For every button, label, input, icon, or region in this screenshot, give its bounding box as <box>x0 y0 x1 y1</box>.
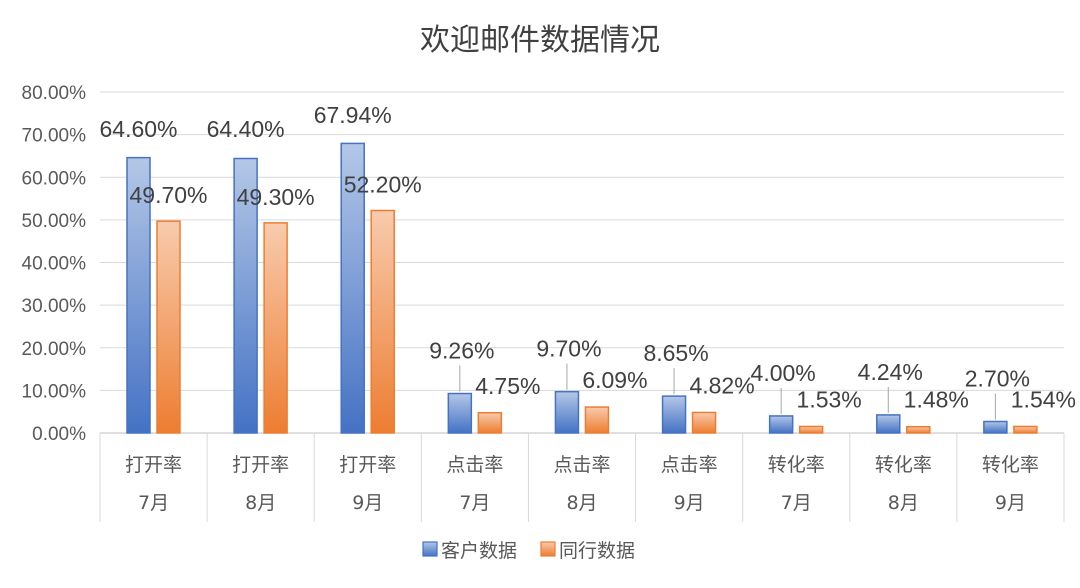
gridlines <box>100 91 1064 434</box>
bar-peer <box>691 411 717 434</box>
bar-client <box>554 390 580 434</box>
category-metric-label: 点击率 <box>446 454 503 476</box>
legend-label-client: 客户数据 <box>441 540 517 562</box>
bar-peer <box>477 412 503 434</box>
bar-peer <box>798 425 824 434</box>
bar-client <box>768 415 794 434</box>
category-month-label: 8月 <box>566 492 597 514</box>
leader-lines <box>459 363 996 420</box>
data-label-client: 4.24% <box>858 359 923 385</box>
y-tick-label: 20.00% <box>22 339 87 360</box>
category-month-label: 8月 <box>888 492 919 514</box>
category-metric-label: 打开率 <box>125 454 182 476</box>
y-axis-ticks: 0.00% 10.00% 20.00% 30.00% 40.00% 50.00% 60.00… <box>22 83 87 445</box>
category-month-label: 7月 <box>781 492 812 514</box>
bar-client <box>876 414 901 434</box>
category-month-label: 7月 <box>138 492 169 514</box>
data-label-client: 9.26% <box>429 338 494 364</box>
category-month-label: 9月 <box>995 492 1026 514</box>
data-label-peer: 6.09% <box>582 367 647 393</box>
category-metric-label: 转化率 <box>875 454 932 476</box>
y-tick-label: 50.00% <box>22 211 87 232</box>
category-month-label: 9月 <box>674 492 705 514</box>
y-tick-label: 60.00% <box>22 168 87 189</box>
data-label-peer: 52.20% <box>344 171 422 197</box>
y-tick-label: 80.00% <box>22 83 87 104</box>
category-metric-label: 转化率 <box>768 454 825 476</box>
y-tick-label: 30.00% <box>22 296 87 317</box>
data-label-client: 64.40% <box>207 116 285 142</box>
bar-client <box>126 156 151 434</box>
data-label-peer: 49.30% <box>237 184 315 210</box>
data-label-peer: 1.48% <box>904 387 969 413</box>
bar-peer <box>370 209 395 434</box>
data-label-client: 67.94% <box>314 102 392 128</box>
bars <box>126 142 1038 434</box>
bar-peer <box>263 222 288 434</box>
y-tick-label: 70.00% <box>22 126 87 147</box>
legend-label-peer: 同行数据 <box>559 540 635 562</box>
category-metric-label: 打开率 <box>232 454 289 476</box>
data-label-client: 8.65% <box>643 340 708 366</box>
y-tick-label: 0.00% <box>32 424 86 445</box>
legend-swatch-peer <box>540 541 556 557</box>
data-label-peer: 4.75% <box>475 373 540 399</box>
bar-client <box>661 395 687 434</box>
data-label-peer: 49.70% <box>129 182 207 208</box>
chart-title: 欢迎邮件数据情况 <box>420 23 660 58</box>
bar-client <box>233 157 258 434</box>
category-metric-label: 打开率 <box>339 454 396 476</box>
category-month-label: 7月 <box>459 492 490 514</box>
category-month-label: 8月 <box>245 492 276 514</box>
y-tick-label: 10.00% <box>22 381 87 402</box>
bar-client <box>983 420 1008 434</box>
data-label-peer: 1.53% <box>797 386 862 412</box>
bar-client <box>447 392 473 434</box>
data-label-peer: 1.54% <box>1011 386 1076 412</box>
category-metric-label: 转化率 <box>982 454 1039 476</box>
data-label-client: 4.00% <box>751 360 816 386</box>
data-labels: 64.60% 64.40%67.94%9.26% 9.70% 8.65%4.00% 4.… <box>99 102 1076 413</box>
data-label-client: 9.70% <box>536 336 601 362</box>
category-month-label: 9月 <box>352 492 383 514</box>
data-label-peer: 4.82% <box>689 372 754 398</box>
category-metric-label: 点击率 <box>661 454 718 476</box>
legend-swatch-client <box>422 541 438 557</box>
category-metric-label: 点击率 <box>553 454 610 476</box>
legend: 客户数据 同行数据 <box>422 540 635 562</box>
data-label-client: 2.70% <box>965 365 1030 391</box>
bar-peer <box>156 220 181 434</box>
bar-peer <box>906 425 931 434</box>
bar-client <box>340 142 365 434</box>
y-tick-label: 40.00% <box>22 254 87 275</box>
x-axis-categories: 打开率 7月 打开率 8月 打开率 9月 点击率 7月 点击率 8月 点击率 9月 转化率 7月 转化率 8月… <box>99 433 1065 522</box>
data-label-client: 64.60% <box>99 116 177 142</box>
bar-peer <box>1013 425 1038 434</box>
bar-peer <box>584 406 610 434</box>
